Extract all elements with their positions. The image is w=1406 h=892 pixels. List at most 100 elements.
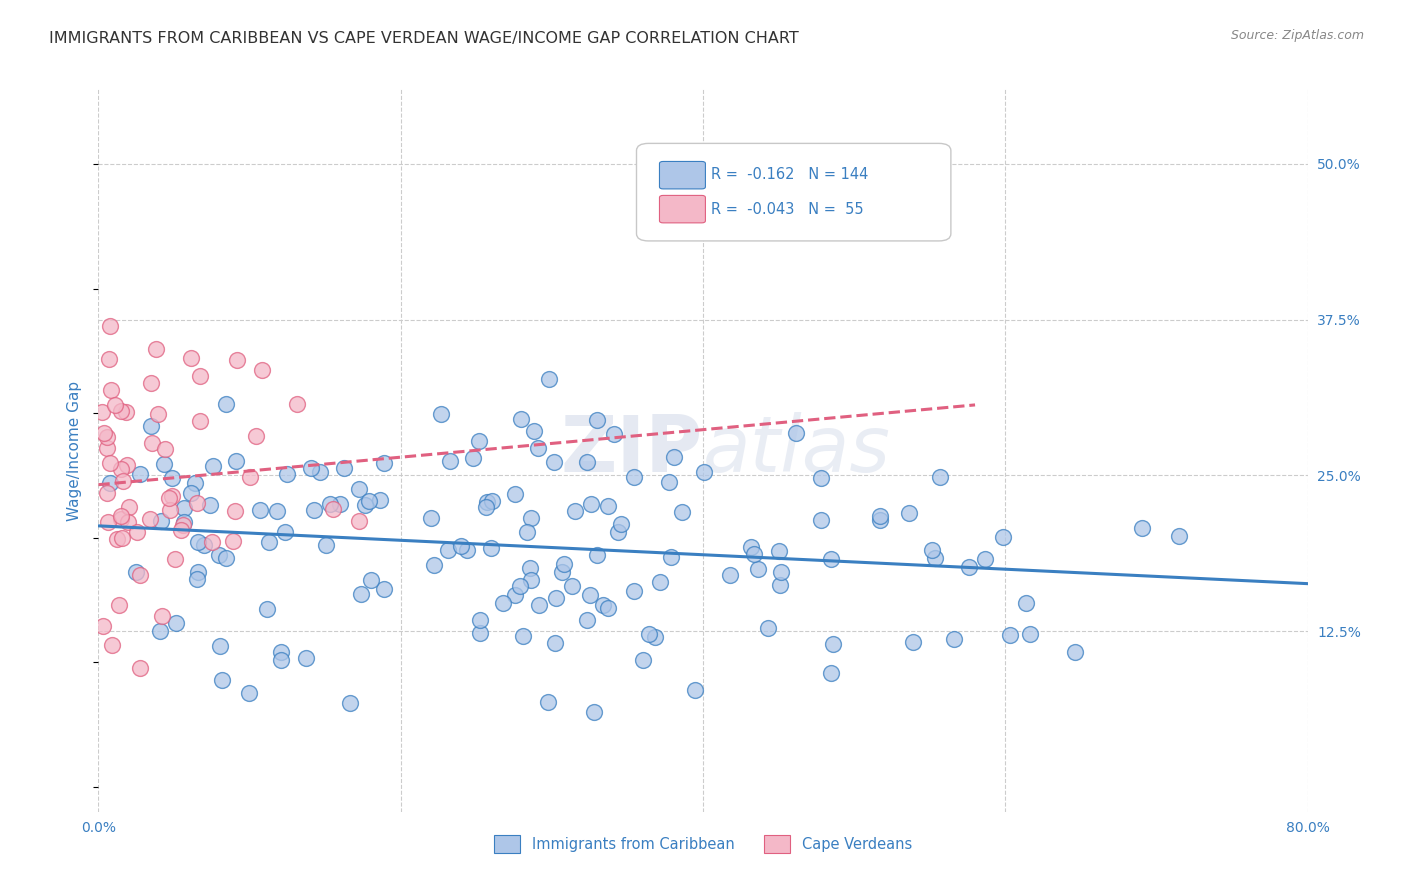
Point	[139, 418, 162, 433]
Point	[610, 516, 633, 531]
Point	[662, 450, 685, 464]
Point	[224, 504, 246, 518]
Point	[770, 565, 793, 579]
Point	[740, 540, 762, 554]
Point	[685, 683, 707, 698]
Point	[1064, 645, 1087, 659]
Point	[173, 500, 195, 515]
Point	[115, 458, 138, 473]
Point	[187, 565, 209, 579]
Point	[91, 618, 114, 632]
Point	[373, 456, 395, 470]
Point	[576, 614, 599, 628]
Point	[127, 525, 149, 540]
Point	[115, 405, 138, 419]
Point	[108, 598, 131, 612]
Point	[110, 512, 132, 526]
Point	[756, 621, 779, 635]
Point	[468, 434, 491, 449]
Point	[139, 512, 162, 526]
Point	[820, 552, 842, 566]
Point	[768, 544, 790, 558]
Point	[129, 661, 152, 675]
Point	[150, 609, 173, 624]
Point	[522, 424, 544, 438]
Point	[97, 515, 120, 529]
Point	[299, 460, 322, 475]
Point	[638, 626, 661, 640]
Point	[180, 351, 202, 365]
Point	[512, 629, 534, 643]
Point	[543, 455, 565, 469]
Point	[644, 630, 666, 644]
Point	[96, 485, 118, 500]
Point	[104, 398, 127, 412]
Point	[172, 518, 194, 533]
Point	[450, 539, 472, 553]
Point	[239, 470, 262, 484]
Point	[623, 583, 645, 598]
Point	[215, 397, 238, 411]
Point	[145, 342, 167, 356]
Text: atlas: atlas	[703, 412, 891, 489]
Point	[820, 665, 842, 680]
Point	[477, 495, 499, 509]
Point	[153, 457, 176, 471]
Point	[869, 508, 891, 523]
Point	[810, 471, 832, 485]
Point	[193, 538, 215, 552]
Point	[186, 496, 208, 510]
Point	[596, 499, 619, 513]
Point	[347, 482, 370, 496]
Point	[225, 353, 247, 368]
Point	[215, 550, 238, 565]
Point	[509, 579, 531, 593]
Point	[308, 465, 330, 479]
Point	[519, 561, 541, 575]
Point	[339, 696, 361, 710]
Point	[105, 533, 128, 547]
Point	[98, 457, 121, 471]
Point	[211, 673, 233, 687]
Point	[350, 586, 373, 600]
Text: IMMIGRANTS FROM CARIBBEAN VS CAPE VERDEAN WAGE/INCOME GAP CORRELATION CHART: IMMIGRANTS FROM CARIBBEAN VS CAPE VERDEA…	[49, 31, 799, 46]
Point	[503, 588, 526, 602]
Point	[125, 566, 148, 580]
Point	[650, 575, 672, 590]
Point	[333, 460, 356, 475]
Point	[921, 543, 943, 558]
FancyBboxPatch shape	[659, 161, 706, 189]
Point	[929, 470, 952, 484]
FancyBboxPatch shape	[637, 144, 950, 241]
Point	[252, 362, 274, 376]
Text: ZIP: ZIP	[561, 412, 703, 489]
Point	[422, 558, 444, 573]
Point	[150, 514, 173, 528]
Point	[810, 513, 832, 527]
Point	[551, 565, 574, 579]
Point	[658, 475, 681, 489]
Point	[1130, 521, 1153, 535]
Point	[596, 601, 619, 615]
Point	[370, 493, 392, 508]
Y-axis label: Wage/Income Gap: Wage/Income Gap	[67, 380, 83, 521]
Point	[110, 508, 132, 523]
Point	[96, 441, 118, 455]
Point	[479, 541, 502, 555]
Point	[718, 567, 741, 582]
Point	[139, 376, 162, 390]
Point	[671, 505, 693, 519]
Point	[276, 467, 298, 482]
Point	[165, 551, 187, 566]
Point	[747, 561, 769, 575]
Point	[221, 533, 243, 548]
Text: R =  -0.162   N = 144: R = -0.162 N = 144	[711, 167, 869, 182]
Point	[322, 501, 344, 516]
Point	[526, 441, 548, 455]
Point	[157, 491, 180, 505]
Point	[315, 538, 337, 552]
Point	[470, 625, 492, 640]
Point	[583, 705, 606, 719]
Point	[924, 550, 946, 565]
Point	[202, 458, 225, 473]
